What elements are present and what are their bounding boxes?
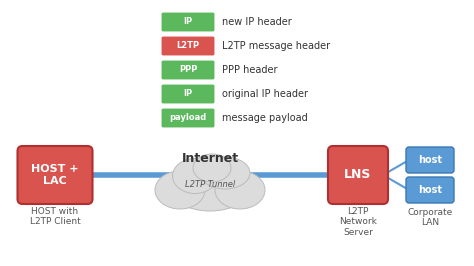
FancyBboxPatch shape <box>161 108 215 128</box>
FancyBboxPatch shape <box>161 84 215 104</box>
Text: new IP header: new IP header <box>222 17 292 27</box>
Text: Internet: Internet <box>182 152 238 164</box>
FancyBboxPatch shape <box>406 147 454 173</box>
Text: PPP: PPP <box>179 65 197 74</box>
FancyBboxPatch shape <box>18 146 92 204</box>
Text: IP: IP <box>183 89 192 98</box>
Ellipse shape <box>193 154 231 182</box>
Text: L2TP: L2TP <box>176 41 200 51</box>
Ellipse shape <box>155 171 205 209</box>
Text: L2TP
Network
Server: L2TP Network Server <box>339 207 377 237</box>
Text: original IP header: original IP header <box>222 89 308 99</box>
Text: host: host <box>418 155 442 165</box>
FancyBboxPatch shape <box>328 146 388 204</box>
Text: HOST +
LAC: HOST + LAC <box>31 164 79 186</box>
Text: payload: payload <box>169 114 207 123</box>
Text: Corporate
LAN: Corporate LAN <box>407 208 453 227</box>
FancyBboxPatch shape <box>161 60 215 80</box>
Ellipse shape <box>215 171 265 209</box>
Text: L2TP message header: L2TP message header <box>222 41 330 51</box>
Text: host: host <box>418 185 442 195</box>
Text: LNS: LNS <box>344 168 372 181</box>
FancyBboxPatch shape <box>406 177 454 203</box>
FancyBboxPatch shape <box>161 12 215 32</box>
FancyBboxPatch shape <box>161 36 215 56</box>
Ellipse shape <box>173 159 218 193</box>
Text: IP: IP <box>183 18 192 27</box>
Text: message payload: message payload <box>222 113 308 123</box>
Text: PPP header: PPP header <box>222 65 277 75</box>
Text: HOST with
L2TP Client: HOST with L2TP Client <box>29 207 81 226</box>
Ellipse shape <box>167 159 253 211</box>
Ellipse shape <box>200 157 250 189</box>
Text: L2TP Tunnel: L2TP Tunnel <box>185 180 235 189</box>
